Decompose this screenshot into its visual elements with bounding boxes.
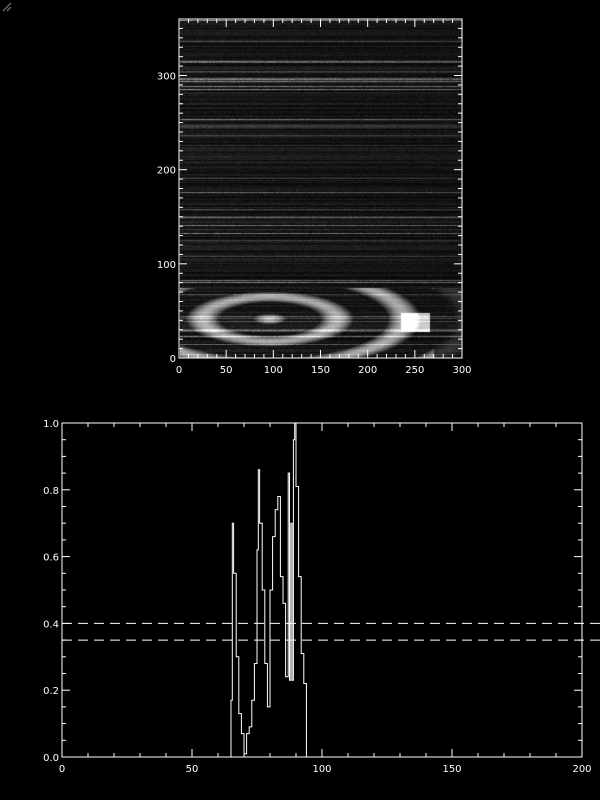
- y-tick-label: 0.6: [43, 553, 59, 564]
- x-tick-label: 300: [452, 365, 471, 376]
- x-tick-label: 200: [572, 764, 591, 775]
- x-tick-label: 250: [405, 365, 424, 376]
- y-tick-label: 100: [157, 260, 176, 271]
- plot-axes-1: 0 50 100 150 200 0.0 0.2 0.4 0.6 0.8 1.0: [43, 419, 591, 775]
- y-tick-label: 1.0: [43, 419, 59, 430]
- heatmap-image: [180, 20, 462, 358]
- y-tick-label: 200: [157, 166, 176, 177]
- data-line: [228, 422, 307, 758]
- y-tick-label: 0: [170, 354, 176, 365]
- y-tick-label: 0.2: [43, 686, 59, 697]
- x-tick-label: 100: [312, 764, 331, 775]
- resize-grip-icon[interactable]: [0, 0, 12, 12]
- x-tick-label: 150: [442, 764, 461, 775]
- y-tick-label: 0.8: [43, 486, 59, 497]
- axes-frame: [178, 18, 463, 359]
- x-tick-label: 50: [220, 365, 233, 376]
- x-tick-label: 50: [186, 764, 199, 775]
- x-tick-label: 0: [59, 764, 65, 775]
- plot-axes-0: 0 50 100 150 200 250 300 0 100 200 300: [157, 18, 472, 376]
- x-tick-label: 0: [176, 365, 182, 376]
- x-tick-label: 150: [311, 365, 330, 376]
- x-tick-label: 100: [264, 365, 283, 376]
- y-tick-label: 300: [157, 72, 176, 83]
- y-tick-label: 0.4: [43, 619, 59, 630]
- axes-frame: [61, 422, 583, 758]
- x-tick-label: 200: [358, 365, 377, 376]
- y-tick-label: 0.0: [43, 753, 59, 764]
